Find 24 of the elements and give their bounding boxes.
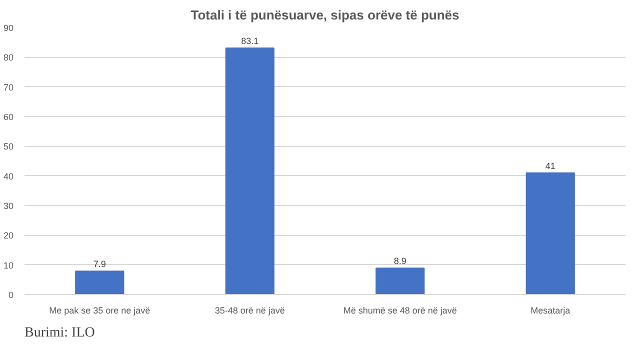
data-label: 41: [545, 160, 556, 171]
y-tick-label: 20: [3, 230, 14, 241]
x-tick-label: Mesatarja: [530, 306, 570, 316]
chart-title: Totali i të punësuarve, sipas orëve të punës: [190, 8, 460, 22]
y-tick-label: 0: [8, 290, 14, 300]
y-tick-label: 40: [3, 171, 14, 182]
x-tick-label: Me pak se 35 ore ne javë: [49, 306, 150, 316]
text: Burimi: ILO: [24, 326, 95, 340]
x-tick-label: 35-48 orë në javë: [214, 306, 285, 316]
data-label: 7.9: [93, 259, 106, 270]
y-tick-label: 70: [3, 82, 14, 92]
data-label: 83.1: [241, 36, 259, 46]
bar: [75, 270, 124, 294]
y-tick-label: 80: [3, 52, 14, 63]
x-tick-label: Më shumë se 48 orë në javë: [343, 306, 457, 316]
y-tick-label: 60: [3, 112, 14, 122]
y-tick-label: 30: [3, 201, 14, 211]
bar: [376, 268, 425, 294]
y-tick-label: 90: [3, 23, 14, 33]
y-tick-label: 10: [3, 260, 14, 270]
bar: [526, 172, 575, 294]
y-tick-label: 50: [3, 142, 14, 152]
bar: [225, 47, 274, 294]
data-label: 8.9: [394, 256, 406, 266]
